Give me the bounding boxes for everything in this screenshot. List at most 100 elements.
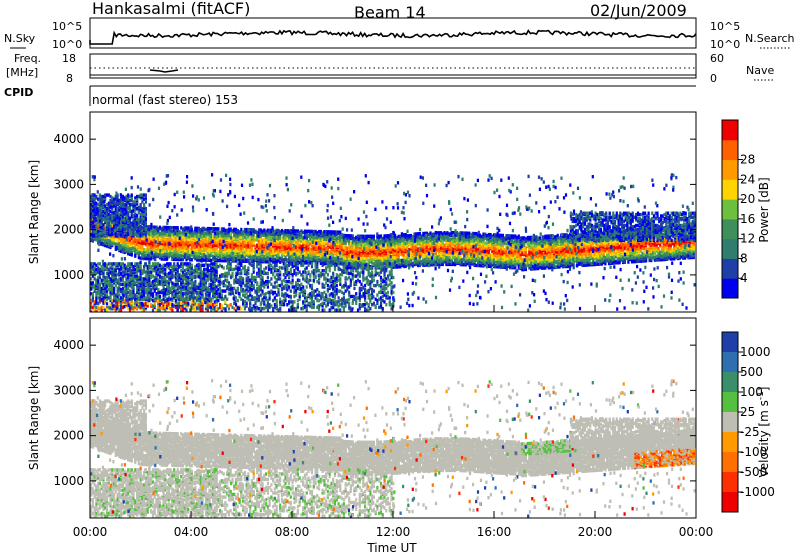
- power-cell: [169, 248, 172, 253]
- nsky-tick-high: 10^5: [52, 20, 82, 33]
- power-cell: [167, 229, 170, 234]
- power-cell: [155, 230, 158, 234]
- power-cell: [127, 252, 130, 256]
- power-cell: [183, 236, 186, 240]
- power-cell: [183, 241, 186, 245]
- power-cell: [169, 225, 172, 230]
- power-cell: [132, 246, 135, 250]
- power-cell: [166, 244, 169, 249]
- power-cell: [153, 238, 156, 242]
- power-cell: [150, 245, 153, 250]
- power-cell: [114, 242, 117, 246]
- power-cell: [146, 257, 149, 261]
- power-cell: [160, 245, 163, 250]
- power-cell: [150, 231, 153, 236]
- power-cell: [146, 225, 149, 229]
- power-cell: [166, 256, 169, 260]
- power-cell: [173, 252, 176, 256]
- power-cell: [137, 244, 140, 248]
- power-cell: [116, 239, 119, 243]
- power-cell: [139, 251, 142, 255]
- power-cell: [102, 225, 105, 229]
- power-cell: [128, 221, 132, 225]
- power-cell: [153, 253, 156, 257]
- power-cell: [120, 246, 123, 251]
- freq-tick-high: 18: [62, 52, 76, 65]
- power-cell: [148, 246, 151, 251]
- power-cell: [180, 254, 183, 258]
- nave-bump: [149, 69, 179, 73]
- power-cell: [164, 225, 167, 230]
- power-cell: [167, 237, 170, 241]
- power-cell: [176, 226, 179, 230]
- power-cell: [139, 237, 142, 241]
- power-cell: [174, 240, 177, 244]
- cpid-panel: CPID normal (fast stereo) 153: [4, 85, 696, 107]
- power-cell: [95, 210, 98, 214]
- power-cell: [158, 225, 162, 229]
- power-cell: [162, 225, 165, 230]
- power-cell: [100, 242, 103, 246]
- power-cell: [116, 230, 119, 234]
- cpid-label: CPID: [4, 86, 33, 99]
- nave-tick-low: 0: [710, 72, 717, 85]
- power-cell: [166, 241, 169, 245]
- date-title: 02/Jun/2009: [590, 1, 687, 20]
- power-cell: [137, 255, 140, 260]
- power-cell: [143, 250, 146, 254]
- power-cell: [153, 233, 156, 237]
- freq-unit: [MHz]: [6, 66, 38, 79]
- power-cell: [104, 215, 107, 220]
- nsky-label: N.Sky: [4, 32, 36, 45]
- power-cell: [128, 243, 132, 248]
- nsky-trace: [89, 29, 697, 45]
- power-cell: [109, 239, 112, 243]
- power-cell: [173, 245, 176, 249]
- power-cell: [171, 226, 174, 230]
- power-cell: [127, 246, 130, 251]
- station-title: Hankasalmi (fitACF): [92, 0, 250, 18]
- power-cell: [183, 255, 186, 259]
- power-cell: [171, 248, 174, 253]
- power-cell: [171, 232, 174, 236]
- power-cell: [146, 234, 149, 238]
- nsky-panel: N.Sky 10^5 10^0 10^5 10^0 N.Search: [4, 17, 795, 51]
- power-cell: [128, 238, 132, 243]
- power-cell: [185, 245, 188, 249]
- power-cell: [180, 235, 183, 239]
- power-cell: [125, 219, 128, 224]
- power-cell: [162, 234, 165, 238]
- power-cell: [171, 229, 174, 234]
- power-cell: [181, 254, 185, 258]
- freq-label: Freq.: [14, 52, 41, 65]
- power-cell: [146, 248, 149, 252]
- power-cell: [176, 242, 179, 246]
- power-cell: [111, 241, 114, 245]
- power-cell: [151, 225, 155, 229]
- power-cell: [217, 227, 220, 231]
- power-cell: [102, 241, 105, 246]
- power-cell: [136, 238, 139, 243]
- power-cell: [178, 254, 181, 258]
- power-cell: [155, 225, 158, 229]
- power-cell: [150, 225, 153, 229]
- power-cell: [167, 225, 170, 230]
- power-cell: [160, 226, 163, 231]
- power-cell: [164, 242, 167, 246]
- nave-tick-high: 60: [710, 52, 724, 65]
- power-cell: [166, 232, 169, 236]
- power-cell: [171, 238, 174, 242]
- power-cell: [158, 238, 162, 242]
- power-cell: [157, 249, 160, 253]
- power-cell: [157, 237, 160, 241]
- power-cell: [171, 242, 174, 246]
- power-cell: [125, 243, 128, 248]
- power-cell: [151, 229, 155, 233]
- power-cell: [151, 231, 155, 236]
- power-cell: [160, 242, 163, 246]
- power-cell: [123, 245, 126, 250]
- nsearch-tick-high: 10^5: [710, 20, 740, 33]
- power-cell: [174, 226, 177, 230]
